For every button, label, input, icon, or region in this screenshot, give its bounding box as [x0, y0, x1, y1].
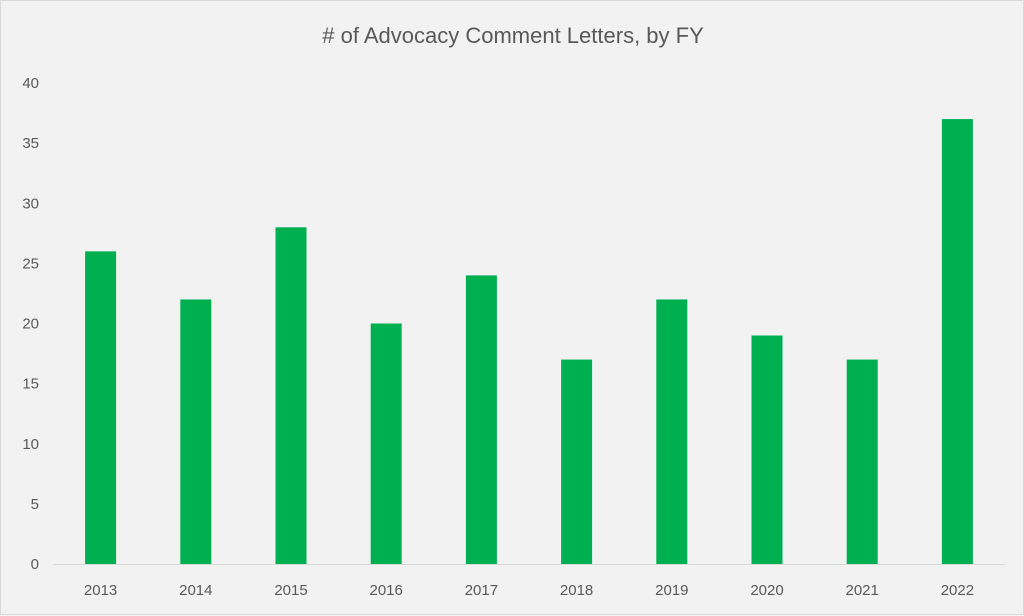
- y-tick-label: 15: [22, 376, 39, 393]
- bar-2021: [846, 359, 878, 564]
- bar-2019: [656, 299, 688, 564]
- y-tick-label: 20: [22, 316, 39, 333]
- chart-title: # of Advocacy Comment Letters, by FY: [322, 23, 704, 48]
- y-tick-label: 30: [22, 195, 39, 212]
- x-tick-label: 2015: [274, 582, 307, 599]
- y-tick-label: 5: [31, 496, 39, 513]
- bar-2018: [561, 359, 593, 564]
- y-tick-label: 25: [22, 255, 39, 272]
- bar-2020: [751, 335, 783, 564]
- x-axis-tick-labels: 2013 2014 2015 2016 2017 2018 2019 2020 2021 2022: [84, 582, 974, 599]
- x-tick-label: 2016: [370, 582, 403, 599]
- y-tick-label: 40: [22, 75, 39, 92]
- x-tick-label: 2020: [750, 582, 783, 599]
- x-tick-label: 2019: [655, 582, 688, 599]
- x-tick-label: 2013: [84, 582, 117, 599]
- bar-2014: [180, 299, 212, 564]
- bar-2016: [370, 323, 402, 564]
- bar-2022: [941, 119, 973, 564]
- y-tick-label: 10: [22, 436, 39, 453]
- bar-2017: [465, 275, 497, 564]
- bar-2015: [275, 227, 307, 565]
- bar-2013: [85, 251, 117, 564]
- x-tick-label: 2017: [465, 582, 498, 599]
- y-tick-label: 0: [31, 556, 39, 573]
- y-tick-label: 35: [22, 135, 39, 152]
- x-tick-label: 2014: [179, 582, 212, 599]
- y-axis-tick-labels: 0 5 10 15 20 25 30 35 40: [22, 75, 39, 573]
- bars: [85, 119, 973, 565]
- x-tick-label: 2018: [560, 582, 593, 599]
- x-tick-label: 2021: [846, 582, 879, 599]
- x-tick-label: 2022: [941, 582, 974, 599]
